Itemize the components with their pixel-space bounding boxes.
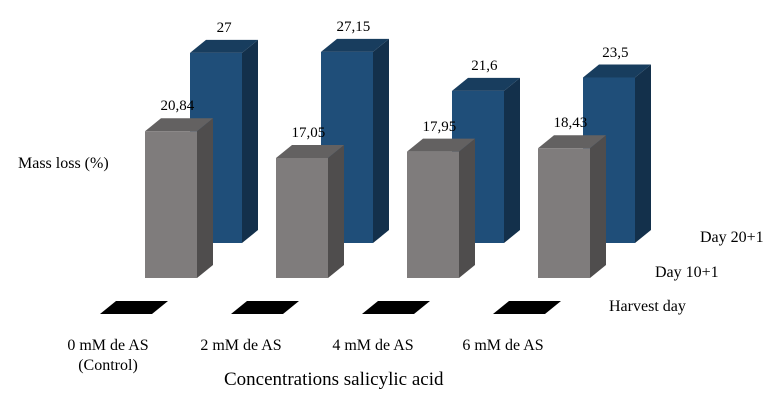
bar-1-2 [407, 138, 475, 278]
bar-0-3 [493, 301, 561, 314]
data-label: 17,05 [291, 124, 326, 141]
bar-1-3 [538, 135, 606, 278]
bar-side-face [635, 64, 651, 243]
bar-side-face [242, 39, 258, 243]
bar-side-face [328, 144, 344, 278]
data-label: 27,15 [336, 18, 371, 35]
legend-day-10: Day 10+1 [655, 264, 719, 281]
series-day-10-group [145, 118, 606, 278]
data-label: 27 [216, 19, 232, 36]
bar-floor-marker [100, 301, 168, 314]
legend-day-20: Day 20+1 [700, 229, 764, 246]
bar-top-face [145, 118, 213, 132]
x-axis-title: Concentrations salicylic acid [224, 369, 444, 390]
data-label: 17,95 [422, 118, 457, 135]
bar-top-face [538, 135, 606, 149]
bar-side-face [459, 138, 475, 278]
bar-top-face [276, 144, 344, 158]
bar-0-0 [100, 301, 168, 314]
bar-top-face [452, 77, 520, 91]
category-label: 0 mM de AS (Control) [67, 337, 149, 374]
bar-side-face [504, 77, 520, 243]
bar-side-face [590, 135, 606, 278]
bar-top-face [583, 64, 651, 78]
bar-0-1 [231, 301, 299, 314]
series-harvest-group [100, 301, 561, 314]
category-label: 4 mM de AS [332, 337, 414, 354]
bar-top-face [407, 138, 475, 152]
bar-side-face [373, 38, 389, 243]
bar-0-2 [362, 301, 430, 314]
bar-side-face [197, 118, 213, 278]
bar-floor-marker [231, 301, 299, 314]
bar-front-face [145, 131, 197, 278]
bar-top-face [321, 38, 389, 52]
legend-harvest-day: Harvest day [609, 298, 686, 315]
category-label: 2 mM de AS [200, 337, 282, 354]
bar-1-0 [145, 118, 213, 278]
data-label: 23,5 [602, 44, 629, 61]
bar-1-1 [276, 144, 344, 278]
bar-front-face [538, 148, 590, 278]
bar-floor-marker [493, 301, 561, 314]
y-axis-label: Mass loss (%) [18, 155, 109, 172]
bar-top-face [190, 39, 258, 53]
bar-floor-marker [362, 301, 430, 314]
data-label: 21,6 [471, 57, 498, 74]
category-label: 6 mM de AS [462, 337, 544, 354]
bar-front-face [276, 157, 328, 278]
bar-front-face [407, 151, 459, 278]
data-label: 18,43 [553, 115, 588, 132]
data-label: 20,84 [160, 98, 195, 115]
